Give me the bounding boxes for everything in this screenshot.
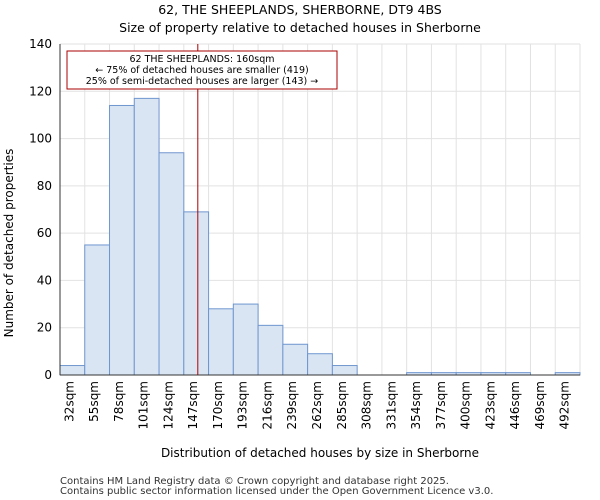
annotation-box: 62 THE SHEEPLANDS: 160sqm ← 75% of detac…: [66, 50, 338, 90]
y-tick-label: 20: [37, 321, 52, 335]
bar-124sqm: [158, 152, 185, 376]
y-tick-label: 120: [29, 84, 52, 98]
x-tick-label: 354sqm: [409, 381, 423, 429]
x-tick-label: 78sqm: [112, 381, 126, 422]
bar-193sqm: [232, 303, 259, 376]
footer-line-2: Contains public sector information licen…: [60, 486, 493, 497]
x-tick-label: 124sqm: [161, 381, 175, 429]
bar-239sqm: [282, 343, 309, 376]
annotation-line-3: 25% of semi-detached houses are larger (…: [86, 76, 319, 87]
bar-147sqm: [183, 211, 210, 376]
bar-285sqm: [331, 365, 358, 376]
bar-55sqm: [84, 244, 111, 376]
chart-title: 62, THE SHEEPLANDS, SHERBORNE, DT9 4BS: [158, 2, 442, 17]
annotation-line-2: ← 75% of detached houses are smaller (41…: [95, 65, 308, 76]
bar-101sqm: [133, 97, 160, 376]
x-tick-label: 308sqm: [360, 381, 374, 429]
x-tick-label: 285sqm: [335, 381, 349, 429]
chart-subtitle: Size of property relative to detached ho…: [119, 20, 481, 35]
x-tick-label: 193sqm: [236, 381, 250, 429]
bar-78sqm: [109, 104, 135, 376]
y-tick-label: 140: [29, 37, 52, 51]
x-tick-labels: 32sqm 55sqm 78sqm 101sqm 124sqm 147sqm 170sqm 1…: [62, 381, 571, 429]
x-tick-label: 492sqm: [558, 381, 572, 429]
x-tick-label: 239sqm: [285, 381, 299, 429]
y-tick-label: 60: [37, 226, 52, 240]
x-tick-label: 469sqm: [533, 381, 547, 429]
bar-32sqm: [59, 365, 86, 376]
x-tick-label: 377sqm: [434, 381, 448, 429]
x-axis-label: Distribution of detached houses by size …: [161, 446, 479, 460]
bar-262sqm: [307, 353, 333, 376]
x-tick-label: 32sqm: [62, 381, 76, 422]
y-axis-label: Number of detached properties: [2, 149, 16, 338]
bars-layer: [59, 97, 581, 376]
x-tick-label: 446sqm: [508, 381, 522, 429]
x-tick-label: 400sqm: [459, 381, 473, 429]
y-tick-label: 80: [37, 179, 52, 193]
x-tick-label: 216sqm: [260, 381, 274, 429]
y-tick-labels: 0 20 40 60 80 100 120 140: [29, 37, 52, 382]
y-tick-label: 0: [44, 368, 52, 382]
footer-line-1: Contains HM Land Registry data © Crown c…: [60, 476, 449, 487]
x-tick-label: 331sqm: [384, 381, 398, 429]
bar-216sqm: [257, 324, 284, 376]
annotation-frame: [66, 50, 338, 90]
x-tick-label: 170sqm: [211, 381, 225, 429]
x-tick-label: 147sqm: [186, 381, 200, 429]
x-tick-label: 101sqm: [137, 381, 151, 429]
y-tick-label: 40: [37, 273, 52, 287]
axes-layer: [59, 44, 580, 376]
bar-170sqm: [208, 308, 234, 376]
annotation-line-1: 62 THE SHEEPLANDS: 160sqm: [129, 54, 274, 65]
x-tick-label: 262sqm: [310, 381, 324, 429]
y-tick-label: 100: [29, 132, 52, 146]
x-tick-label: 55sqm: [87, 381, 101, 422]
x-tick-label: 423sqm: [483, 381, 497, 429]
